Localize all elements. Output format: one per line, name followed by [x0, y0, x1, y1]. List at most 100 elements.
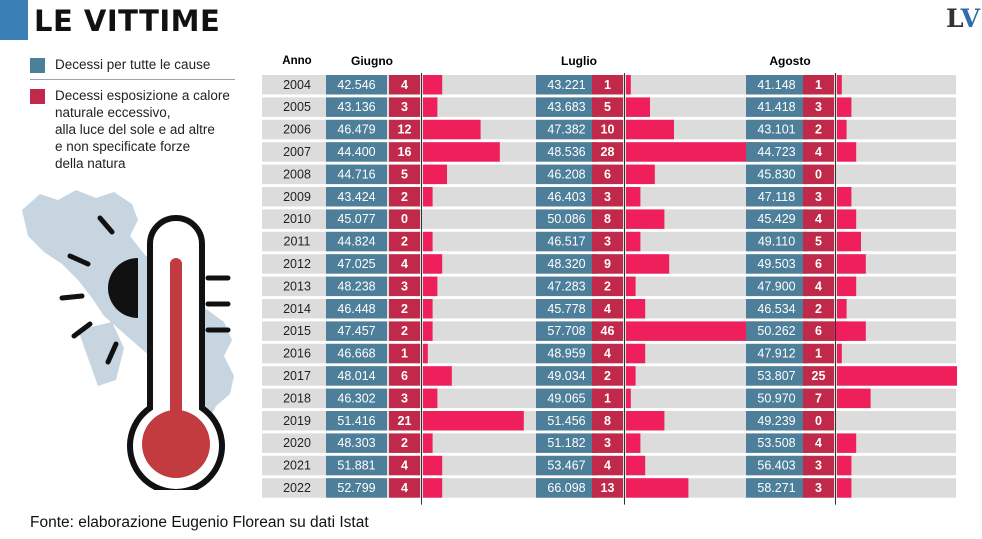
total-deaths-value: 46.668 — [337, 347, 375, 361]
heat-deaths-bar — [837, 119, 847, 140]
total-deaths-cell — [536, 164, 597, 185]
total-deaths-cell — [326, 343, 387, 364]
heat-deaths-cell — [389, 254, 420, 274]
heat-deaths-value: 1 — [604, 78, 611, 92]
total-deaths-cell — [326, 411, 387, 431]
heat-deaths-value: 4 — [401, 257, 408, 271]
heat-deaths-value: 46 — [601, 324, 615, 338]
heat-deaths-cell — [803, 209, 834, 229]
heat-deaths-cell — [389, 321, 420, 341]
year-label: 2013 — [283, 279, 311, 293]
heat-deaths-cell — [592, 433, 623, 453]
heat-deaths-value: 4 — [815, 436, 822, 450]
heat-deaths-value: 0 — [815, 414, 822, 428]
total-deaths-value: 48.238 — [337, 279, 375, 293]
year-label: 2010 — [283, 212, 311, 226]
heat-deaths-value: 1 — [604, 391, 611, 405]
heat-deaths-cell — [592, 478, 623, 498]
heat-deaths-cell — [803, 231, 834, 252]
heat-deaths-bar — [626, 411, 665, 431]
heat-deaths-bar — [626, 142, 761, 162]
total-deaths-cell — [746, 119, 807, 140]
total-deaths-value: 43.136 — [337, 100, 375, 114]
total-deaths-cell — [326, 231, 387, 252]
heat-deaths-value: 12 — [398, 123, 412, 137]
heat-deaths-bar — [837, 343, 842, 364]
total-deaths-value: 47.457 — [337, 324, 375, 338]
heat-deaths-cell — [389, 478, 420, 498]
total-deaths-cell — [746, 187, 807, 207]
heat-deaths-value: 3 — [815, 481, 822, 495]
heat-deaths-cell — [389, 388, 420, 409]
total-deaths-value: 43.221 — [547, 78, 585, 92]
heat-deaths-bar — [423, 366, 452, 386]
heat-deaths-value: 4 — [604, 347, 611, 361]
heat-deaths-value: 1 — [401, 347, 408, 361]
heat-deaths-bar — [837, 209, 857, 229]
total-deaths-cell — [746, 321, 807, 341]
heat-deaths-value: 6 — [815, 324, 822, 338]
heat-deaths-cell — [592, 119, 623, 140]
total-deaths-cell — [326, 209, 387, 229]
total-deaths-value: 51.881 — [337, 459, 375, 473]
heat-deaths-value: 4 — [815, 279, 822, 293]
total-deaths-value: 50.262 — [757, 324, 795, 338]
heat-deaths-bar — [626, 164, 655, 185]
heat-deaths-cell — [389, 343, 420, 364]
total-deaths-cell — [536, 119, 597, 140]
total-deaths-value: 50.086 — [547, 212, 585, 226]
total-deaths-cell — [536, 321, 597, 341]
heat-deaths-bar — [423, 321, 433, 341]
italy-thermometer-illustration — [22, 190, 234, 490]
total-deaths-value: 43.101 — [757, 123, 795, 137]
total-deaths-cell — [746, 299, 807, 319]
heat-deaths-bar — [837, 433, 857, 453]
heat-deaths-bar — [837, 299, 847, 319]
total-deaths-cell — [536, 366, 597, 386]
total-deaths-cell — [746, 254, 807, 274]
legend-item-total: Decessi per tutte le cause — [30, 56, 235, 73]
heat-deaths-cell — [592, 321, 623, 341]
heat-deaths-cell — [592, 187, 623, 207]
heat-deaths-bar — [626, 254, 670, 274]
heat-deaths-bar — [837, 366, 957, 386]
heat-deaths-cell — [803, 455, 834, 476]
heat-deaths-bar — [423, 97, 438, 117]
year-label: 2016 — [283, 347, 311, 361]
heat-deaths-cell — [592, 455, 623, 476]
total-deaths-value: 49.034 — [547, 369, 585, 383]
total-deaths-value: 45.429 — [757, 212, 795, 226]
heat-deaths-value: 2 — [401, 324, 408, 338]
heat-deaths-cell — [803, 343, 834, 364]
heat-deaths-value: 2 — [604, 369, 611, 383]
heat-deaths-bar — [626, 119, 674, 140]
year-label: 2009 — [283, 190, 311, 204]
heat-deaths-value: 8 — [604, 414, 611, 428]
heat-deaths-cell — [389, 187, 420, 207]
legend-divider — [30, 79, 235, 80]
year-label: 2022 — [283, 481, 311, 495]
year-label: 2017 — [283, 369, 311, 383]
total-deaths-cell — [536, 433, 597, 453]
total-deaths-cell — [746, 433, 807, 453]
heat-deaths-cell — [592, 411, 623, 431]
total-deaths-cell — [746, 276, 807, 297]
heat-deaths-value: 9 — [604, 257, 611, 271]
heat-deaths-value: 1 — [815, 347, 822, 361]
total-deaths-value: 47.025 — [337, 257, 375, 271]
year-label: 2007 — [283, 145, 311, 159]
heat-deaths-value: 1 — [815, 78, 822, 92]
heat-deaths-cell — [803, 164, 834, 185]
total-deaths-value: 48.014 — [337, 369, 375, 383]
legend-swatch-heat — [30, 89, 45, 104]
year-label: 2020 — [283, 436, 311, 450]
heat-deaths-cell — [389, 75, 420, 95]
heat-deaths-cell — [592, 164, 623, 185]
heat-deaths-cell — [803, 187, 834, 207]
year-label: 2011 — [284, 235, 311, 249]
heat-deaths-bar — [837, 142, 857, 162]
heat-deaths-bar — [626, 231, 641, 252]
total-deaths-cell — [746, 231, 807, 252]
sun-rays — [59, 215, 231, 365]
total-deaths-value: 48.959 — [547, 347, 585, 361]
